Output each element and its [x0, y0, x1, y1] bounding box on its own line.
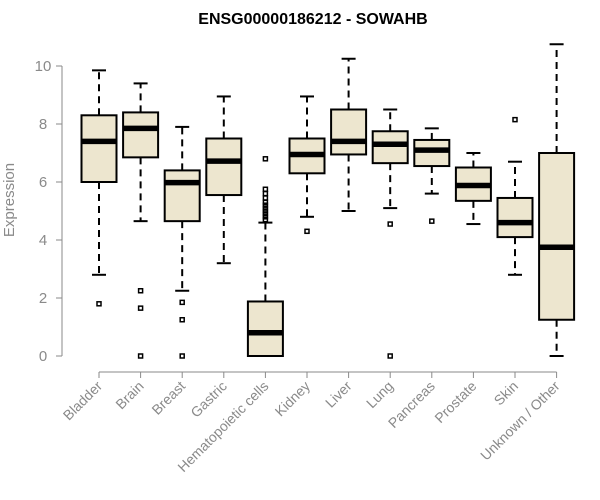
outlier-point — [262, 190, 269, 197]
box-pancreas — [413, 127, 451, 224]
box-iqr — [330, 108, 368, 156]
y-tick-label: 0 — [39, 348, 47, 365]
outlier-point — [262, 156, 269, 162]
outlier-point — [262, 186, 269, 192]
y-tick-label: 4 — [39, 232, 47, 249]
outlier-point — [262, 199, 269, 206]
outlier-point — [179, 317, 185, 323]
y-tick-label: 2 — [39, 290, 47, 307]
outlier-point — [512, 116, 518, 123]
box-iqr — [163, 169, 201, 223]
x-tick-label: Prostate — [431, 378, 479, 426]
box-iqr — [246, 300, 284, 358]
x-tick-label: Liver — [322, 378, 355, 411]
outlier-point — [387, 221, 393, 227]
box-iqr — [371, 130, 409, 165]
box-iqr — [205, 137, 243, 197]
box-liver — [330, 57, 368, 212]
y-tick-label: 6 — [39, 174, 47, 191]
box-unknown-other — [538, 43, 576, 357]
outlier-point — [304, 228, 310, 235]
outlier-point — [262, 202, 269, 208]
outlier-point — [429, 218, 435, 224]
box-hematopoietic-cells — [246, 156, 284, 358]
outlier-point — [262, 214, 269, 220]
chart-title: ENSG00000186212 - SOWAHB — [198, 11, 427, 28]
y-axis-label: Expression — [1, 163, 18, 237]
outlier-point — [179, 299, 185, 306]
y-axis: 0 2 4 6 8 10 — [35, 58, 63, 365]
outlier-point — [262, 216, 269, 223]
box-skin — [496, 116, 534, 276]
outlier-point — [262, 211, 269, 217]
x-tick-label: Kidney — [272, 378, 314, 420]
box-bladder — [80, 69, 118, 307]
x-tick-label: Skin — [491, 378, 522, 409]
x-tick-label: Unknown / Other — [477, 378, 563, 464]
x-tick-label: Brain — [112, 378, 146, 412]
box-prostate — [454, 152, 492, 226]
x-tick-label: Breast — [148, 378, 188, 418]
outlier-point — [137, 353, 144, 359]
box-brain — [122, 82, 160, 359]
box-gastric — [205, 95, 243, 265]
box-lung — [371, 108, 409, 359]
boxes-group — [80, 43, 576, 359]
box-iqr — [80, 114, 118, 183]
box-kidney — [288, 95, 326, 235]
box-iqr — [413, 138, 451, 168]
outlier-point — [137, 305, 144, 311]
box-iqr — [496, 196, 534, 239]
outlier-point — [179, 353, 185, 359]
x-tick-label: Lung — [363, 378, 396, 411]
outlier-point — [262, 205, 269, 211]
outlier-point — [96, 301, 102, 307]
outlier-point — [137, 288, 144, 294]
x-tick-label: Bladder — [60, 378, 106, 424]
box-breast — [163, 125, 201, 359]
outlier-point — [387, 353, 393, 359]
outlier-point — [262, 208, 269, 214]
y-tick-label: 8 — [39, 116, 47, 133]
outlier-point — [262, 195, 269, 201]
box-iqr — [122, 111, 160, 159]
box-iqr — [538, 152, 576, 321]
y-tick-label: 10 — [35, 58, 52, 75]
